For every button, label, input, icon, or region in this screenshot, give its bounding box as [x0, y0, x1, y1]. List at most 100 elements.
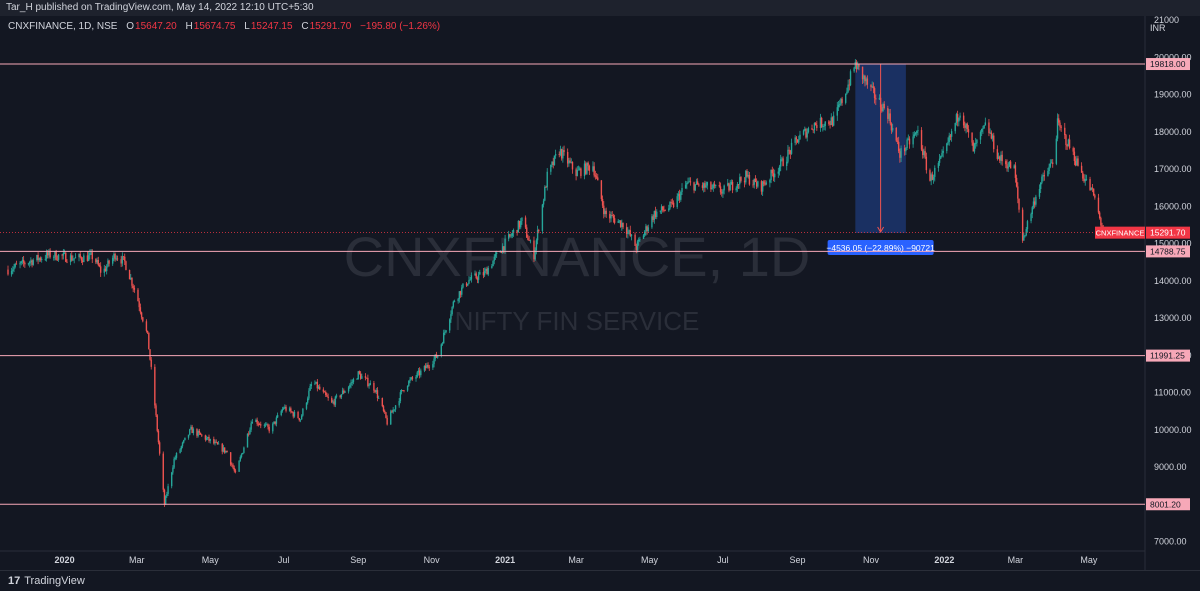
candle [600, 180, 603, 202]
candle [848, 79, 851, 91]
candle-body [335, 395, 338, 397]
candle-body [146, 330, 149, 333]
candle [866, 75, 869, 89]
level-price-badge [1146, 58, 1190, 71]
candle [62, 248, 65, 260]
publisher-text: Tar_H published on TradingView.com, May … [6, 2, 314, 13]
candle [97, 256, 99, 267]
candle-body [409, 379, 411, 381]
candle [96, 257, 98, 264]
candle-body [1015, 177, 1018, 187]
candle-body [103, 268, 105, 273]
candle-body [199, 432, 202, 435]
candle-body [873, 88, 876, 99]
candle [757, 180, 759, 189]
candle [1025, 226, 1027, 237]
candle-body [469, 279, 471, 281]
candle-body [260, 424, 262, 426]
candle [908, 136, 911, 149]
candle-body [908, 138, 911, 145]
candle [192, 427, 195, 436]
candle [357, 370, 359, 380]
tradingview-logo-icon[interactable]: 17 [8, 575, 21, 587]
candle-body [485, 269, 487, 272]
candle [576, 166, 579, 177]
candle-body [595, 176, 598, 178]
candle [108, 259, 110, 267]
candle [333, 398, 335, 407]
candle [878, 94, 881, 101]
candle [586, 162, 588, 175]
candle-body [112, 257, 114, 264]
candle [284, 404, 286, 410]
candle-body [1048, 166, 1050, 171]
candle-body [272, 423, 274, 432]
candle-body [156, 415, 158, 431]
candle-body [281, 409, 284, 412]
candle-body [753, 178, 755, 185]
candle-body [997, 156, 1000, 159]
candle [268, 424, 270, 434]
candle [536, 225, 539, 245]
candle [187, 434, 190, 440]
measure-label: −4536.05 (−22.89%) −90721 [826, 240, 935, 256]
candle-body [292, 412, 294, 417]
candle [538, 228, 540, 234]
candle-body [32, 260, 34, 265]
candle-body [54, 251, 56, 257]
horizontal-levels[interactable]: 19818.00 14788.75 11991.25 8001.20 [0, 58, 1190, 511]
candle-body [474, 273, 476, 276]
time-axis[interactable]: 2020 Mar May Jul Sep Nov 2021 Mar May Jul Sep Nov 20… [0, 550, 1145, 565]
candle-body [907, 138, 909, 140]
candle-body [373, 382, 375, 391]
candle [940, 155, 942, 160]
candle-body [858, 64, 860, 67]
candle-body [204, 435, 207, 440]
candle [432, 360, 434, 371]
candle [339, 394, 341, 399]
candle [386, 415, 388, 426]
candle-body [55, 251, 57, 260]
candles [7, 59, 1104, 507]
candle-body [696, 181, 699, 185]
candle-body [566, 151, 569, 164]
candle-body [698, 184, 700, 186]
candle [214, 439, 216, 446]
candle-body [209, 438, 211, 441]
candle-body [948, 135, 950, 142]
candle-body [647, 227, 650, 231]
candle [680, 190, 682, 202]
candle-body [246, 433, 249, 448]
symbol-name[interactable]: CNXFINANCE, 1D, NSE [8, 21, 118, 32]
candle [22, 255, 25, 267]
candle-body [1032, 201, 1035, 208]
candle-body [1038, 189, 1041, 197]
brand-name[interactable]: TradingView [24, 575, 85, 587]
candle-body [62, 252, 65, 256]
candle [729, 179, 731, 191]
candle [705, 181, 707, 189]
candle [130, 273, 132, 281]
candle-body [1085, 179, 1088, 180]
candle-body [89, 253, 91, 256]
candle-body [331, 398, 333, 403]
candle-body [1080, 165, 1083, 173]
candle [753, 178, 755, 189]
price-chart[interactable]: CNXFINANCE, 1D NIFTY FIN SERVICE 2020 Mar… [0, 16, 1200, 570]
candle [149, 349, 151, 361]
candle-body [853, 67, 855, 72]
candle [133, 285, 136, 293]
candle [469, 276, 471, 281]
candle-body [175, 452, 178, 458]
candle [485, 267, 487, 274]
candle [300, 414, 303, 420]
price-axis[interactable]: 7000.008000.009000.0010000.0011000.00120… [1144, 16, 1192, 570]
candle [622, 222, 624, 230]
candle [427, 362, 429, 369]
candle-body [1047, 170, 1049, 177]
candle [796, 139, 799, 143]
candle [715, 184, 717, 189]
candle [611, 210, 613, 217]
candle [297, 410, 299, 419]
candle [592, 161, 594, 173]
